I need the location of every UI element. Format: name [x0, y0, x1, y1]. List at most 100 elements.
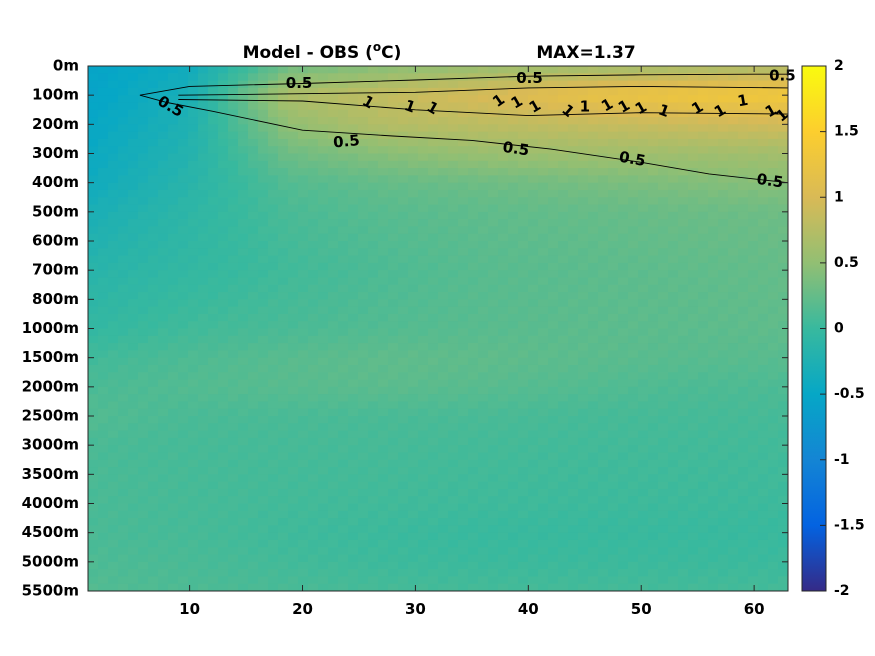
heat-cell: [168, 350, 179, 359]
heat-cell: [468, 262, 479, 271]
heat-cell: [548, 503, 559, 512]
heat-cell: [668, 525, 679, 534]
heat-cell: [528, 138, 539, 147]
heat-cell: [708, 153, 719, 162]
heat-cell: [738, 416, 749, 424]
heat-cell: [368, 503, 379, 512]
heat-cell: [468, 197, 479, 206]
heat-cell: [638, 379, 649, 388]
heat-cell: [738, 364, 749, 373]
heat-cell: [188, 503, 199, 512]
heat-cell: [238, 525, 249, 534]
heat-cell: [498, 335, 509, 344]
heat-cell: [498, 138, 509, 147]
heat-cell: [268, 175, 279, 184]
heat-cell: [648, 510, 659, 519]
heat-cell: [498, 284, 509, 293]
heat-cell: [118, 277, 129, 286]
heat-cell: [378, 496, 389, 505]
heat-cell: [358, 518, 369, 526]
heat-cell: [128, 408, 139, 417]
heat-cell: [88, 197, 99, 206]
heat-cell: [128, 394, 139, 403]
heat-cell: [98, 255, 109, 264]
heat-cell: [638, 532, 649, 541]
heat-cell: [528, 168, 539, 176]
heat-cell: [708, 554, 719, 563]
heat-cell: [278, 124, 289, 133]
heat-cell: [608, 467, 619, 475]
heat-cell: [218, 467, 229, 475]
heat-cell: [318, 299, 329, 308]
heat-cell: [298, 211, 309, 220]
heat-cell: [268, 394, 279, 403]
heat-cell: [608, 474, 619, 483]
heat-cell: [608, 525, 619, 534]
heat-cell: [318, 459, 329, 468]
heat-cell: [238, 262, 249, 271]
heat-cell: [668, 138, 679, 147]
heat-cell: [218, 270, 229, 279]
heat-cell: [268, 525, 279, 534]
heat-cell: [98, 138, 109, 147]
heat-cell: [238, 197, 249, 206]
heat-cell: [658, 226, 669, 235]
heat-cell: [128, 488, 139, 497]
heat-cell: [128, 350, 139, 359]
heat-cell: [148, 219, 159, 228]
heat-cell: [248, 321, 259, 330]
heat-cell: [188, 102, 199, 111]
heat-cell: [358, 313, 369, 322]
heat-cell: [618, 372, 629, 381]
heat-cell: [168, 197, 179, 206]
heat-cell: [768, 554, 779, 563]
heat-cell: [348, 343, 359, 351]
heat-cell: [348, 241, 359, 249]
heat-cell: [368, 437, 379, 446]
heat-cell: [778, 313, 788, 322]
heat-cell: [418, 262, 429, 271]
heat-cell: [518, 248, 529, 257]
heat-cell: [538, 160, 549, 169]
heat-cell: [198, 138, 209, 147]
heat-cell: [398, 437, 409, 446]
heat-cell: [658, 153, 669, 162]
heat-cell: [568, 364, 579, 373]
heat-cell: [428, 204, 439, 213]
heat-cell: [148, 284, 159, 293]
heat-cell: [88, 313, 99, 322]
heat-cell: [658, 459, 669, 468]
heat-cell: [218, 488, 229, 497]
heat-cell: [328, 518, 339, 526]
heat-cell: [708, 241, 719, 249]
heat-cell: [318, 394, 329, 403]
heat-cell: [648, 452, 659, 461]
heat-cell: [308, 197, 319, 206]
heat-cell: [628, 372, 639, 381]
heat-cell: [348, 474, 359, 483]
heat-cell: [598, 379, 609, 388]
heat-cell: [428, 262, 439, 271]
heat-cell: [228, 146, 239, 155]
heat-cell: [368, 525, 379, 534]
heat-cell: [448, 219, 459, 228]
heat-cell: [288, 226, 299, 235]
heat-cell: [98, 583, 109, 591]
heat-cell: [328, 532, 339, 541]
heat-cell: [768, 138, 779, 147]
heat-cell: [678, 277, 689, 286]
heat-cell: [748, 561, 759, 570]
heat-cell: [518, 146, 529, 155]
heat-cell: [658, 481, 669, 490]
heat-cell: [768, 175, 779, 184]
heat-cell: [578, 408, 589, 417]
heat-cell: [678, 518, 689, 526]
heat-cell: [498, 386, 509, 395]
heat-cell: [598, 532, 609, 541]
heat-cell: [88, 95, 99, 104]
heat-cell: [528, 175, 539, 184]
heat-cell: [288, 423, 299, 432]
heat-cell: [578, 445, 589, 454]
heat-cell: [248, 525, 259, 534]
heat-cell: [168, 335, 179, 344]
